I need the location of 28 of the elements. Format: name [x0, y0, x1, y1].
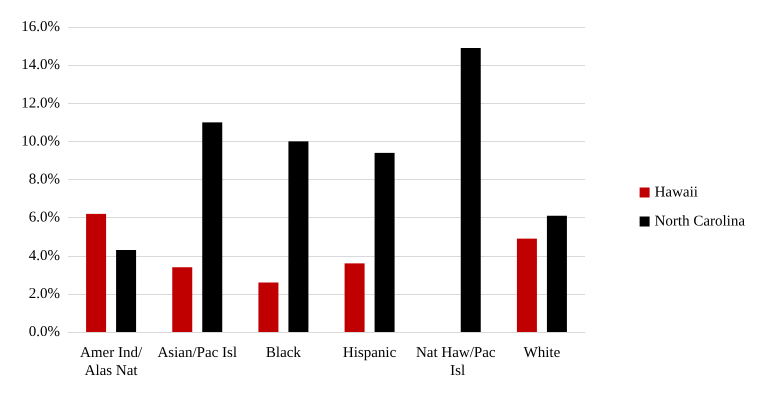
bar	[86, 214, 106, 332]
x-tick-label: Amer Ind/Alas Nat	[80, 345, 143, 379]
bar	[374, 152, 395, 332]
bar	[116, 250, 136, 332]
bar	[460, 48, 481, 332]
y-tick-label: 8.0%	[28, 172, 60, 188]
y-tick-label: 6.0%	[28, 210, 60, 226]
legend-label: North Carolina	[654, 214, 746, 230]
x-tick-label: Asian/Pac Isl	[157, 345, 238, 361]
bar	[546, 216, 567, 332]
bar	[344, 263, 365, 332]
legend-label: Hawaii	[654, 184, 698, 200]
y-tick-label: 2.0%	[28, 286, 60, 302]
y-tick-label: 14.0%	[21, 57, 60, 74]
x-tick-label: Black	[266, 345, 302, 361]
bar	[288, 141, 308, 332]
bar	[172, 267, 192, 332]
y-tick-label: 12.0%	[21, 95, 60, 112]
y-tick-label: 0.0%	[28, 324, 60, 340]
bar	[258, 282, 278, 332]
x-tick-label: White	[524, 345, 561, 361]
y-tick-label: 16.0%	[21, 19, 60, 35]
bar	[516, 238, 537, 332]
y-tick-label: 10.0%	[21, 133, 60, 150]
y-tick-label: 4.0%	[28, 248, 60, 264]
bar	[202, 122, 222, 332]
x-tick-label: Nat Haw/Pac Isl	[416, 345, 496, 379]
x-tick-label: Hispanic	[342, 345, 397, 361]
